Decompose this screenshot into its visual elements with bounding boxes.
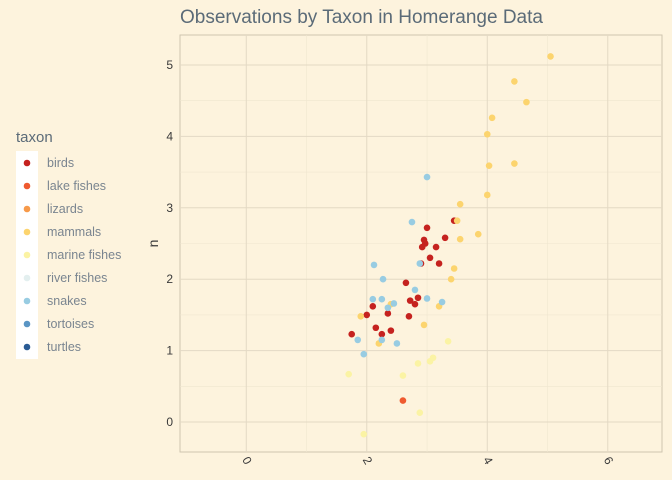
data-point-snakes	[379, 275, 387, 283]
data-point-snakes	[390, 300, 398, 307]
data-point-birds	[402, 279, 410, 287]
x-tick-label: 0	[239, 454, 255, 467]
data-point-mammals	[357, 313, 365, 320]
data-point-birds	[369, 303, 377, 310]
legend-key-marine-fishes	[23, 251, 31, 259]
data-point-marine-fishes	[360, 430, 368, 438]
legend-key-mammals	[23, 228, 31, 236]
data-point-mammals	[474, 230, 482, 238]
x-tick-label: 2	[360, 454, 376, 467]
legend-key-lake-fishes	[23, 182, 31, 190]
legend-key-snakes	[23, 297, 31, 305]
data-point-mammals	[511, 78, 518, 85]
legend-label: river fishes	[47, 271, 107, 285]
data-point-mammals	[488, 114, 496, 122]
data-points	[345, 53, 554, 438]
data-point-snakes	[423, 295, 431, 302]
data-point-mammals	[447, 275, 455, 283]
data-point-snakes	[378, 295, 386, 303]
data-point-snakes	[438, 298, 446, 306]
legend-label: lake fishes	[47, 179, 106, 193]
data-point-snakes	[369, 295, 377, 303]
data-point-mammals	[485, 162, 493, 169]
data-point-birds	[432, 243, 440, 251]
legend-label: birds	[47, 156, 74, 170]
legend-key-turtles	[23, 343, 31, 351]
data-point-mammals	[450, 265, 458, 272]
data-point-birds	[363, 311, 371, 319]
legend-label: tortoises	[47, 317, 94, 331]
data-point-snakes	[378, 336, 386, 344]
data-point-snakes	[370, 261, 378, 269]
data-point-marine-fishes	[345, 370, 353, 378]
x-tick-label: 6	[601, 454, 617, 467]
data-point-marine-fishes	[414, 360, 422, 367]
data-point-snakes	[416, 260, 424, 267]
data-point-snakes	[408, 218, 416, 226]
data-point-marine-fishes	[416, 409, 424, 417]
y-tick-label: 0	[166, 415, 173, 429]
y-tick-label: 4	[166, 129, 173, 143]
data-point-mammals	[523, 98, 530, 106]
data-point-snakes	[354, 336, 362, 344]
y-tick-label: 2	[166, 272, 173, 286]
legend-label: marine fishes	[47, 248, 121, 262]
data-point-mammals	[511, 160, 518, 167]
data-point-mammals	[547, 53, 554, 60]
x-axis-ticks: 0 2 4 6	[239, 454, 616, 467]
data-point-birds	[441, 234, 449, 242]
data-point-birds	[387, 327, 395, 334]
x-tick-label: 4	[480, 454, 496, 467]
legend-label: turtles	[47, 340, 81, 354]
data-point-birds	[421, 240, 429, 247]
data-point-birds	[405, 313, 413, 320]
data-point-mammals	[456, 235, 464, 243]
data-point-snakes	[411, 286, 419, 294]
legend-key-lizards	[23, 205, 31, 213]
legend-label: mammals	[47, 225, 101, 239]
data-point-snakes	[384, 304, 392, 312]
data-point-snakes	[423, 173, 431, 181]
data-point-marine-fishes	[399, 372, 407, 379]
y-axis-title: n	[145, 240, 161, 248]
y-tick-label: 5	[166, 58, 173, 72]
data-point-lake-fishes	[399, 397, 407, 404]
chart-title: Observations by Taxon in Homerange Data	[180, 7, 543, 28]
data-point-birds	[348, 330, 356, 338]
y-tick-label: 1	[166, 344, 173, 358]
data-point-marine-fishes	[429, 354, 437, 362]
legend-key-birds	[23, 159, 31, 167]
grid-lines	[180, 35, 662, 452]
legend-key-river-fishes	[23, 274, 31, 282]
data-point-mammals	[483, 130, 491, 138]
data-point-mammals	[420, 321, 428, 329]
data-point-birds	[435, 260, 443, 267]
legend-label: lizards	[47, 202, 83, 216]
legend-title: taxon	[16, 129, 53, 146]
data-point-birds	[406, 297, 414, 304]
data-point-marine-fishes	[444, 338, 452, 345]
data-point-mammals	[453, 217, 461, 224]
data-point-birds	[426, 254, 434, 262]
data-point-birds	[411, 300, 419, 308]
data-point-snakes	[393, 340, 401, 347]
data-point-birds	[378, 330, 386, 338]
data-point-mammals	[456, 200, 464, 208]
data-point-snakes	[360, 350, 368, 358]
data-point-birds	[414, 294, 422, 302]
legend-key-tortoises	[23, 320, 31, 328]
data-point-mammals	[483, 191, 491, 199]
data-point-birds	[372, 324, 380, 332]
legend: taxon birds lake fishes lizards mammals mari…	[16, 129, 121, 359]
y-axis-ticks: 0 1 2 3 4 5	[166, 58, 173, 429]
y-tick-label: 3	[166, 201, 173, 215]
data-point-birds	[423, 224, 431, 232]
data-point-birds	[384, 310, 392, 317]
legend-label: snakes	[47, 294, 87, 308]
